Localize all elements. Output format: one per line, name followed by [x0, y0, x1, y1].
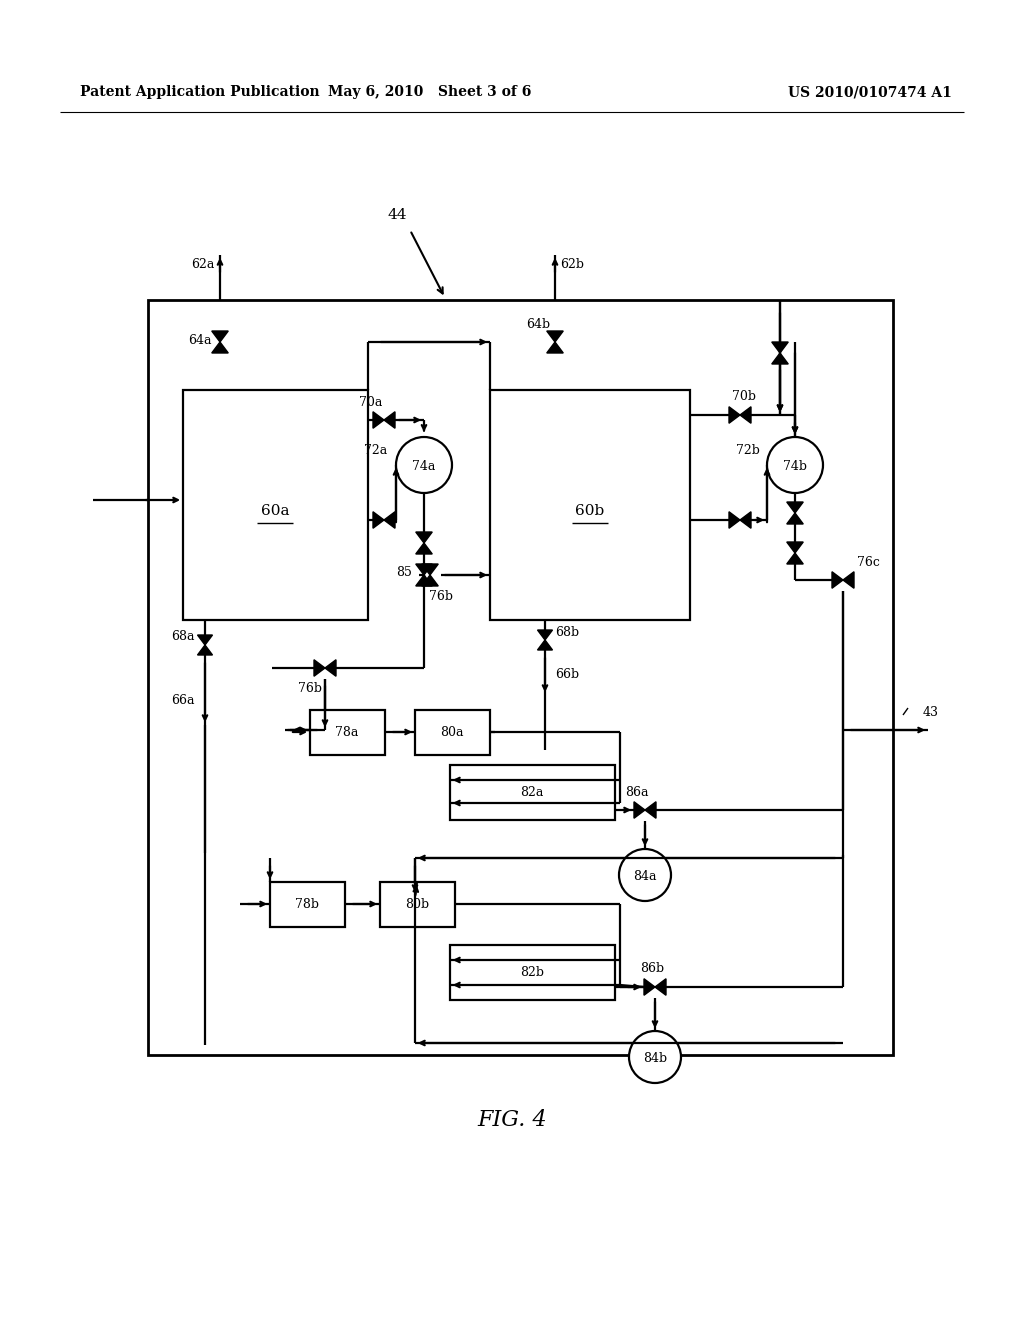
Text: 62b: 62b: [560, 259, 584, 272]
Polygon shape: [212, 331, 228, 342]
Bar: [380, 882, 455, 927]
Text: 72b: 72b: [736, 444, 760, 457]
Text: 80b: 80b: [404, 898, 429, 911]
Polygon shape: [538, 640, 553, 649]
Bar: [148, 300, 893, 1055]
Text: 76b: 76b: [298, 681, 322, 694]
Text: 68b: 68b: [555, 626, 580, 639]
Bar: [415, 710, 490, 755]
Polygon shape: [325, 660, 336, 676]
Polygon shape: [373, 412, 384, 428]
Circle shape: [629, 1031, 681, 1082]
Polygon shape: [786, 502, 803, 513]
Polygon shape: [547, 331, 563, 342]
Polygon shape: [547, 342, 563, 352]
Text: 70b: 70b: [732, 391, 756, 404]
Polygon shape: [384, 512, 395, 528]
Polygon shape: [314, 660, 325, 676]
Polygon shape: [422, 576, 438, 586]
Polygon shape: [416, 543, 432, 554]
Text: Patent Application Publication: Patent Application Publication: [80, 84, 319, 99]
Polygon shape: [655, 978, 666, 995]
Text: 86b: 86b: [640, 962, 665, 975]
Text: 66a: 66a: [171, 693, 195, 706]
Polygon shape: [212, 342, 228, 352]
Polygon shape: [634, 801, 645, 818]
Text: 60a: 60a: [261, 504, 289, 517]
Polygon shape: [416, 532, 432, 543]
Bar: [490, 389, 690, 620]
Circle shape: [618, 849, 671, 902]
Text: 80a: 80a: [440, 726, 464, 738]
Text: 86a: 86a: [625, 785, 648, 799]
Polygon shape: [645, 801, 656, 818]
Text: 82b: 82b: [520, 965, 544, 978]
Polygon shape: [729, 407, 740, 424]
Polygon shape: [538, 630, 553, 640]
Text: 70a: 70a: [359, 396, 382, 408]
Polygon shape: [740, 407, 751, 424]
Text: 66b: 66b: [555, 668, 580, 681]
Polygon shape: [786, 553, 803, 564]
Text: 64b: 64b: [526, 318, 550, 330]
Text: 85: 85: [396, 566, 412, 579]
Bar: [270, 882, 345, 927]
Polygon shape: [843, 572, 854, 589]
Polygon shape: [416, 576, 432, 586]
Text: 76c: 76c: [857, 556, 880, 569]
Polygon shape: [740, 512, 751, 528]
Polygon shape: [373, 512, 384, 528]
Polygon shape: [644, 978, 655, 995]
Text: 72a: 72a: [364, 444, 387, 457]
Text: 60b: 60b: [575, 504, 604, 517]
Text: 74a: 74a: [413, 461, 435, 474]
Polygon shape: [772, 342, 788, 352]
Circle shape: [396, 437, 452, 492]
Text: May 6, 2010   Sheet 3 of 6: May 6, 2010 Sheet 3 of 6: [329, 84, 531, 99]
Polygon shape: [384, 412, 395, 428]
Text: 68a: 68a: [171, 631, 195, 644]
Text: 43: 43: [923, 705, 939, 718]
Polygon shape: [786, 513, 803, 524]
Bar: [450, 945, 615, 1001]
Text: 78a: 78a: [335, 726, 358, 738]
Bar: [183, 389, 368, 620]
Text: 82a: 82a: [520, 785, 544, 799]
Text: 74b: 74b: [783, 461, 807, 474]
Bar: [310, 710, 385, 755]
Polygon shape: [198, 645, 213, 655]
Text: 78b: 78b: [295, 898, 319, 911]
Text: 84a: 84a: [633, 870, 656, 883]
Polygon shape: [198, 635, 213, 645]
Bar: [450, 766, 615, 820]
Text: 84b: 84b: [643, 1052, 667, 1065]
Circle shape: [767, 437, 823, 492]
Text: FIG. 4: FIG. 4: [477, 1109, 547, 1131]
Polygon shape: [772, 352, 788, 364]
Polygon shape: [422, 564, 438, 576]
Text: 62a: 62a: [191, 259, 215, 272]
Text: US 2010/0107474 A1: US 2010/0107474 A1: [788, 84, 952, 99]
Text: 64a: 64a: [188, 334, 212, 346]
Text: 44: 44: [388, 209, 408, 222]
Text: 76b: 76b: [429, 590, 453, 603]
Polygon shape: [786, 543, 803, 553]
Polygon shape: [416, 564, 432, 576]
Polygon shape: [831, 572, 843, 589]
Polygon shape: [729, 512, 740, 528]
